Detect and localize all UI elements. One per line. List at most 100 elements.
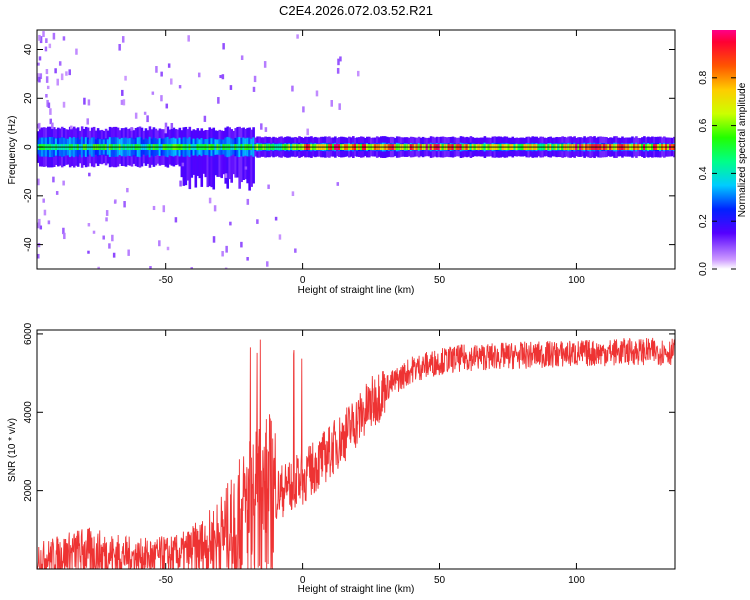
spectrogram-speckle (208, 197, 212, 204)
spectrogram-speckle (336, 67, 340, 74)
spectrogram-speckle (181, 162, 185, 167)
spectrogram-speckle (88, 172, 91, 177)
spectrogram-speckle (221, 251, 224, 257)
spectrogram-speckle (127, 249, 130, 256)
y-tick-label: 4000 (23, 401, 34, 424)
spectrogram-speckle (105, 217, 108, 222)
spectrogram-speckle (217, 97, 220, 104)
spectrogram-speckle (253, 75, 257, 83)
spectrogram-speckle (224, 267, 228, 269)
spectrogram-speckle (291, 191, 295, 197)
x-tick-label: 100 (568, 575, 585, 586)
spectrogram-cell (212, 127, 216, 190)
spectrogram-speckle (65, 71, 68, 76)
spectrogram-speckle (240, 241, 243, 248)
spectrogram-speckle (229, 221, 232, 226)
spectrogram-speckle (111, 234, 114, 242)
spectrogram-speckle (47, 220, 51, 225)
spectrogram-cell (194, 130, 198, 188)
spectrogram-speckle (291, 85, 294, 92)
spectrogram-speckle (113, 200, 117, 204)
figure-title: C2E4.2026.072.03.52.R21 (279, 3, 433, 18)
spectrogram-speckle (263, 61, 267, 68)
spectrogram-speckle (48, 43, 52, 49)
x-tick-label: 50 (434, 575, 446, 586)
spectrogram-speckle (158, 240, 161, 247)
spectrogram-cell (206, 130, 210, 188)
spectrogram-speckle (52, 176, 55, 183)
spectrogram-speckle (54, 68, 57, 74)
spectrogram-speckle (37, 62, 40, 66)
spectrogram-speckle (165, 103, 169, 109)
snr-background (37, 330, 675, 569)
spectrogram-speckle (86, 118, 89, 125)
spectrogram-speckle (190, 267, 193, 269)
spectrogram-speckle (87, 250, 90, 254)
spectrogram-speckle (187, 35, 190, 42)
spectrogram-speckle (38, 218, 41, 226)
spectrogram-speckle (47, 102, 51, 109)
spectrogram-speckle (49, 108, 52, 115)
spectrogram-cell (208, 127, 212, 187)
spectrogram-speckle (246, 198, 250, 205)
spectrogram-speckle (240, 55, 244, 61)
spectrogram-speckle (75, 48, 78, 55)
spectrogram-speckle (225, 245, 228, 253)
colorbar-tick-label: 0.8 (698, 70, 709, 84)
spectrogram-speckle (179, 180, 182, 187)
spectrogram-speckle (124, 75, 127, 81)
spectrogram-speckle (45, 93, 48, 98)
spectrogram-speckle (221, 74, 225, 80)
spectrogram-speckle (52, 32, 56, 40)
spectrogram-speckle (38, 76, 41, 83)
spectrogram-speckle (120, 99, 124, 105)
colorbar-tick-label: 0.4 (698, 166, 709, 180)
spectrogram-speckle (122, 99, 126, 106)
spectrogram-speckle (143, 111, 147, 115)
spectrogram-speckle (62, 101, 66, 108)
spectrogram-speckle (274, 216, 278, 221)
spectrogram-speckle (108, 243, 111, 249)
spectrogram-speckle (213, 205, 217, 212)
spectrogram-speckle (256, 219, 259, 224)
spectrogram-speckle (146, 115, 149, 123)
colorbar-ticks: 0.0 0.2 0.4 0.6 0.8 (698, 70, 736, 276)
colorbar-tick-label: 0.2 (698, 214, 709, 228)
spectrogram-speckle (134, 112, 138, 119)
spectrogram-speckle (296, 34, 299, 39)
spectrogram-y-ticks: -40 -20 0 20 40 (23, 44, 675, 252)
x-tick-label: -50 (158, 275, 173, 286)
spectrogram-speckle (336, 182, 340, 186)
spectrogram-cell (188, 126, 192, 190)
spectrogram-speckle (151, 91, 155, 95)
spectrogram-speckle (62, 36, 66, 41)
snr-x-label: Height of straight line (km) (298, 584, 415, 595)
spectrogram-speckle (55, 191, 59, 195)
spectrogram-speckle (45, 38, 48, 44)
spectrogram-speckle (38, 34, 41, 41)
colorbar-gradient (712, 30, 736, 269)
y-tick-label: 2000 (23, 479, 34, 502)
spectrogram-speckle (246, 257, 249, 261)
snr-frame (36, 329, 676, 570)
spectrogram-speckle (37, 73, 40, 78)
spectrogram-panel: -50 0 50 100 -40 -20 0 20 40 Height of straight… (7, 29, 676, 296)
spectrogram-frame (36, 29, 676, 270)
spectrogram-speckle (338, 103, 341, 110)
spectrogram-speckle (222, 43, 225, 50)
spectrogram-speckle (37, 123, 40, 129)
y-tick-label: -40 (23, 237, 34, 252)
spectrogram-speckle (149, 266, 152, 269)
colorbar: 0.0 0.2 0.4 0.6 0.8 Normalized spectral ampl… (698, 30, 748, 276)
spectrogram-speckle (44, 46, 48, 52)
spectrogram-cell (248, 127, 251, 191)
spectrogram-speckle (43, 209, 47, 216)
spectrogram-speckle (302, 106, 305, 113)
spectrogram-speckle (70, 125, 73, 130)
spectrogram-speckle (62, 227, 65, 235)
spectrogram-speckle (49, 118, 53, 125)
spectrogram-speckle (160, 95, 163, 102)
spectrogram-speckle (219, 74, 222, 79)
y-tick-label: -20 (23, 188, 34, 203)
